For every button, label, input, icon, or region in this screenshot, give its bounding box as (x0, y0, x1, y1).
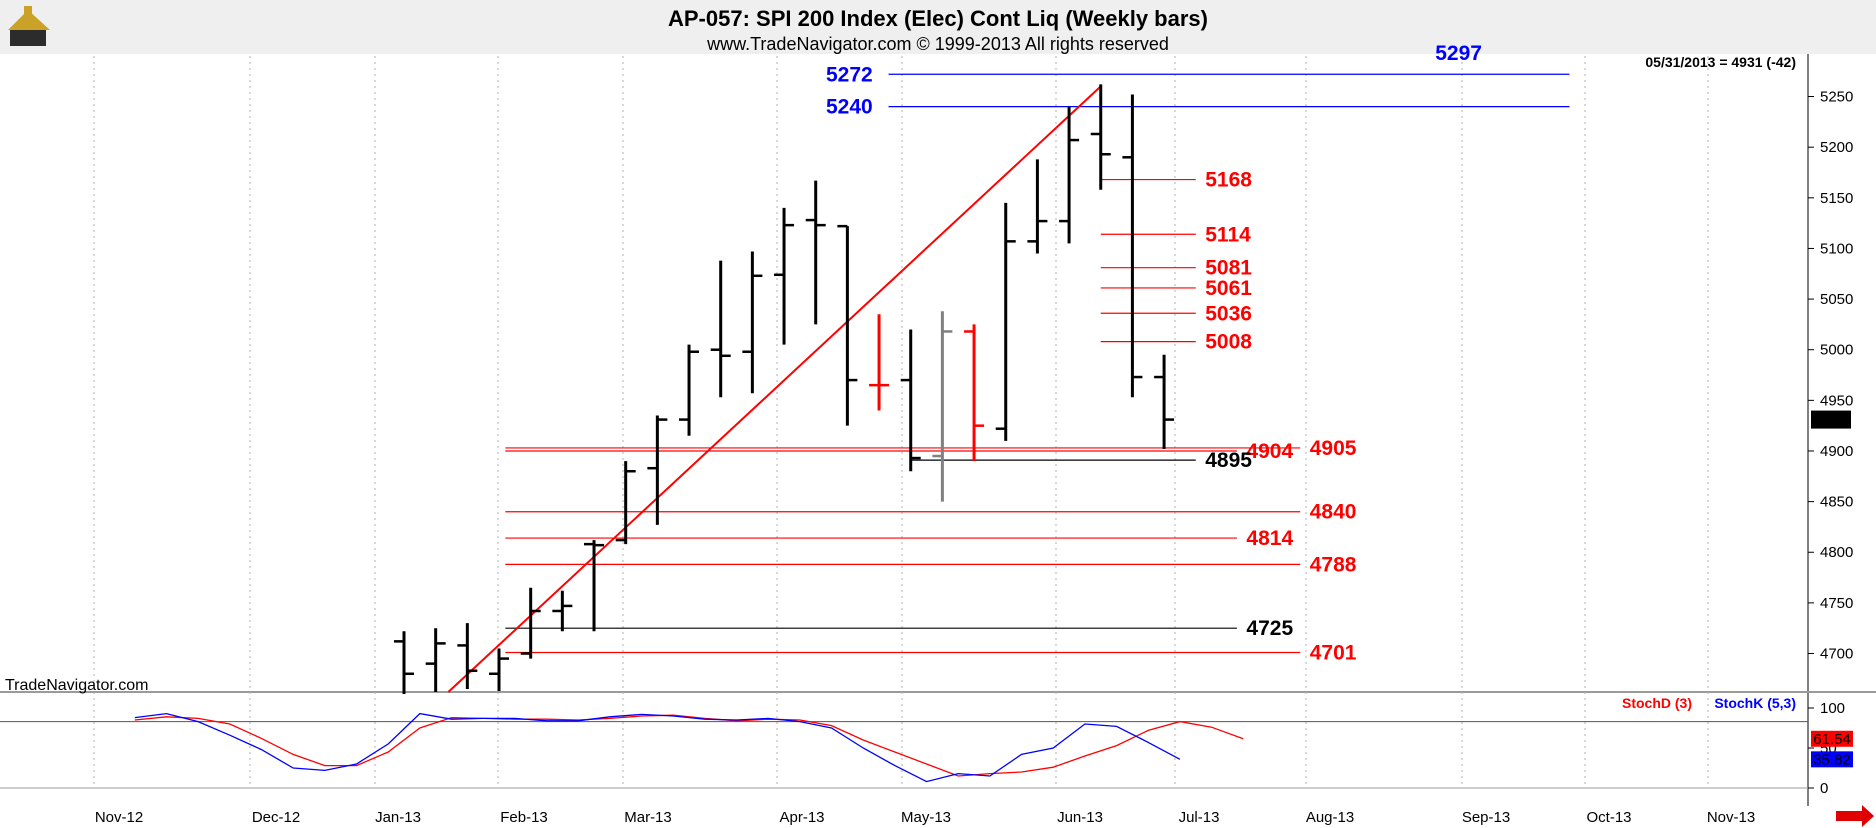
x-tick-label: May-13 (901, 809, 951, 826)
chart-title: AP-057: SPI 200 Index (Elec) Cont Liq (W… (668, 6, 1208, 31)
level-label: 5240 (826, 96, 873, 119)
ohlc-bar (932, 311, 953, 502)
trendline (447, 85, 1102, 693)
level-label: 4814 (1246, 527, 1293, 550)
ohlc-bar (964, 324, 985, 462)
ohlc-bar (1027, 159, 1048, 254)
chart-subtitle: www.TradeNavigator.com © 1999-2013 All r… (706, 34, 1169, 54)
x-tick-label: Feb-13 (500, 809, 548, 826)
x-tick-label: Aug-13 (1306, 809, 1354, 826)
app-logo (8, 6, 50, 46)
y-tick-label: 5000 (1820, 342, 1853, 359)
level-label: 5297 (1435, 42, 1482, 65)
level-label: 5008 (1205, 331, 1252, 354)
ohlc-bar (520, 587, 541, 659)
ohlc-bar (457, 623, 478, 689)
stoch-value-label: 35.82 (1813, 751, 1851, 768)
ohlc-bar (805, 180, 826, 325)
stoch-value-marker (1811, 730, 1853, 747)
stoch-line-k (134, 712, 1181, 783)
level-label: 5272 (826, 63, 873, 86)
ohlc-bar (615, 461, 636, 545)
bars-layer (394, 84, 1175, 695)
x-tick-label: Apr-13 (779, 809, 824, 826)
y-tick-label: 4850 (1820, 494, 1853, 511)
stoch-value-label: 61.54 (1813, 731, 1851, 748)
y-tick-label: 5200 (1820, 139, 1853, 156)
level-label: 4725 (1246, 617, 1293, 640)
y-tick-label: 5100 (1820, 240, 1853, 257)
x-tick-label: Nov-12 (95, 809, 143, 826)
x-tick-label: Oct-13 (1586, 809, 1631, 826)
scroll-right-arrow-icon[interactable] (1836, 805, 1874, 827)
level-label: 4904 (1246, 440, 1293, 463)
axis-layer: Nov-12 Dec-12 Jan-13 Feb-13 Mar-13 Apr-13 May-… (95, 89, 1854, 826)
ohlc-bar (552, 590, 573, 632)
ohlc-bar (1122, 94, 1143, 398)
level-label: 4895 (1205, 449, 1252, 472)
ohlc-bar (1059, 106, 1080, 244)
x-tick-label: Sep-13 (1462, 809, 1510, 826)
ohlc-bar (774, 207, 795, 345)
y-tick-label: 5250 (1820, 89, 1853, 106)
ohlc-bar (1154, 354, 1175, 449)
ohlc-bar (584, 540, 605, 632)
ohlc-bar (742, 251, 763, 394)
ohlc-bar (995, 202, 1016, 441)
y-tick-label: 4900 (1820, 443, 1853, 460)
y-tick-label: 5150 (1820, 190, 1853, 207)
x-tick-label: Dec-12 (252, 809, 300, 826)
level-label: 4788 (1310, 553, 1357, 576)
stoch-line-d (134, 714, 1244, 777)
level-label: 4701 (1310, 642, 1357, 665)
y-tick-label: 4800 (1820, 544, 1853, 561)
y-tick-label: 4700 (1820, 646, 1853, 663)
last-price-readout: 05/31/2013 = 4931 (-42) (1645, 54, 1796, 70)
level-label: 5081 (1205, 257, 1252, 280)
x-tick-label: Nov-13 (1707, 809, 1755, 826)
ohlc-bar (394, 631, 414, 695)
y-tick-label: 4950 (1820, 392, 1853, 409)
stoch-d-legend: StochD (3) (1622, 695, 1692, 711)
level-label: 4840 (1310, 501, 1357, 524)
current-price-marker (1811, 410, 1851, 429)
price-panel (0, 54, 1808, 692)
ohlc-bar (647, 415, 668, 525)
ohlc-bar (425, 628, 446, 692)
stoch-value-marker (1811, 751, 1853, 768)
current-price-label: 4931 (1814, 412, 1847, 429)
stoch-y-tick-label: 0 (1820, 780, 1828, 797)
stoch-y-tick-label: 100 (1820, 700, 1845, 717)
level-label: 5114 (1205, 223, 1251, 246)
header-strip (0, 0, 1876, 54)
x-tick-label: Mar-13 (624, 809, 672, 826)
level-label: 5168 (1205, 169, 1252, 192)
ohlc-bar (900, 329, 921, 472)
level-label: 4905 (1310, 437, 1357, 460)
watermark: TradeNavigator.com (5, 677, 148, 694)
x-tick-label: Jun-13 (1057, 809, 1103, 826)
y-tick-label: 5050 (1820, 291, 1853, 308)
ohlc-bar (489, 648, 510, 691)
stoch-k-legend: StochK (5,3) (1714, 695, 1796, 711)
level-label: 5036 (1205, 302, 1252, 325)
ohlc-bar (1090, 84, 1111, 190)
y-tick-label: 4750 (1820, 595, 1853, 612)
ohlc-bar (710, 260, 731, 398)
ohlc-bar (869, 314, 890, 411)
x-tick-label: Jul-13 (1179, 809, 1220, 826)
ohlc-bar (679, 344, 700, 436)
grid-layer (93, 56, 1709, 788)
x-tick-label: Jan-13 (375, 809, 421, 826)
level-label: 5061 (1205, 277, 1252, 300)
ohlc-bar (837, 224, 858, 426)
